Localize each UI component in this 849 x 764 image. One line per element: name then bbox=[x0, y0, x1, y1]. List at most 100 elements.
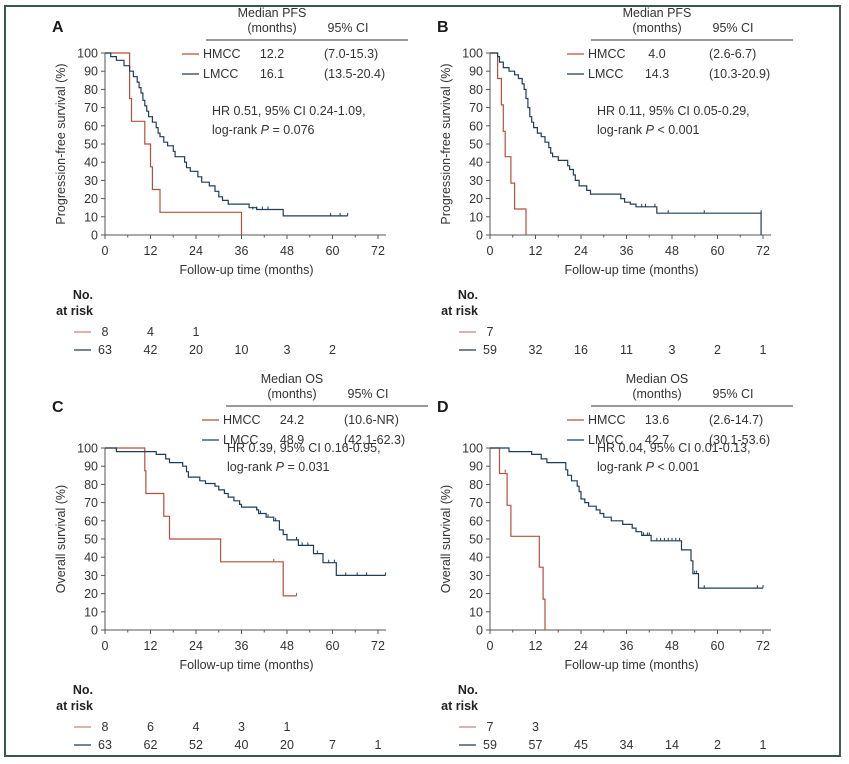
y-tick-label: 100 bbox=[77, 47, 98, 61]
legend-ci-value: (2.6-14.7) bbox=[709, 413, 763, 427]
risk-count: 42 bbox=[144, 343, 158, 357]
risk-count: 7 bbox=[487, 325, 494, 339]
risk-header-line1: No. bbox=[458, 683, 478, 697]
y-tick-label: 0 bbox=[91, 624, 98, 638]
x-tick-label: 60 bbox=[711, 639, 725, 653]
p-symbol: P bbox=[646, 123, 655, 137]
p-symbol: P bbox=[276, 460, 285, 474]
y-tick-label: 50 bbox=[84, 138, 98, 152]
y-tick-label: 70 bbox=[84, 496, 98, 510]
risk-count: 59 bbox=[483, 738, 497, 752]
risk-count: 3 bbox=[284, 343, 291, 357]
risk-count: 20 bbox=[280, 738, 294, 752]
legend-header-months: (months) bbox=[267, 387, 316, 401]
y-tick-label: 70 bbox=[469, 101, 483, 115]
y-tick-label: 60 bbox=[469, 514, 483, 528]
y-tick-label: 50 bbox=[469, 533, 483, 547]
legend-median-value: 14.3 bbox=[645, 67, 669, 81]
x-tick-label: 60 bbox=[326, 244, 340, 258]
legend-group-name: HMCC bbox=[588, 47, 626, 61]
y-tick-label: 0 bbox=[476, 624, 483, 638]
x-tick-label: 48 bbox=[280, 639, 294, 653]
x-tick-label: 48 bbox=[665, 244, 679, 258]
logrank-prefix: log-rank bbox=[227, 460, 276, 474]
x-tick-label: 24 bbox=[189, 244, 203, 258]
risk-count: 8 bbox=[102, 325, 109, 339]
y-tick-label: 30 bbox=[469, 569, 483, 583]
panel-letter: D bbox=[437, 399, 449, 416]
logrank-prefix: log-rank bbox=[212, 123, 261, 137]
y-tick-label: 90 bbox=[469, 65, 483, 79]
y-tick-label: 80 bbox=[469, 83, 483, 97]
risk-count: 34 bbox=[620, 738, 634, 752]
x-tick-label: 36 bbox=[620, 639, 634, 653]
logrank-prefix: log-rank bbox=[597, 460, 646, 474]
legend-group-name: LMCC bbox=[203, 67, 238, 81]
legend-ci-value: (30.1-53.6) bbox=[709, 433, 770, 447]
legend-header-median: Median PFS bbox=[623, 6, 692, 20]
x-axis-label: Follow-up time (months) bbox=[179, 658, 313, 672]
risk-count: 4 bbox=[193, 720, 200, 734]
p-value: = 0.031 bbox=[284, 460, 330, 474]
risk-count: 2 bbox=[714, 738, 721, 752]
y-tick-label: 80 bbox=[469, 478, 483, 492]
x-tick-label: 48 bbox=[665, 639, 679, 653]
curve-hmcc bbox=[490, 52, 527, 235]
x-tick-label: 0 bbox=[102, 244, 109, 258]
y-tick-label: 20 bbox=[84, 192, 98, 206]
risk-count: 8 bbox=[102, 720, 109, 734]
legend-header-months: (months) bbox=[632, 387, 681, 401]
legend-header-ci: 95% CI bbox=[348, 387, 389, 401]
risk-count: 2 bbox=[329, 343, 336, 357]
y-tick-label: 80 bbox=[84, 478, 98, 492]
x-tick-label: 24 bbox=[574, 639, 588, 653]
panel-letter: C bbox=[52, 399, 64, 416]
curve-lmcc bbox=[490, 52, 762, 235]
p-symbol: P bbox=[261, 123, 270, 137]
x-tick-label: 72 bbox=[756, 244, 770, 258]
y-tick-label: 30 bbox=[469, 174, 483, 188]
x-tick-label: 60 bbox=[326, 639, 340, 653]
y-tick-label: 40 bbox=[84, 156, 98, 170]
legend-median-value: 24.2 bbox=[280, 413, 304, 427]
risk-count: 57 bbox=[529, 738, 543, 752]
risk-count: 3 bbox=[669, 343, 676, 357]
legend-ci-value: (10.3-20.9) bbox=[709, 67, 770, 81]
y-tick-label: 70 bbox=[84, 101, 98, 115]
x-axis-label: Follow-up time (months) bbox=[564, 658, 698, 672]
y-tick-label: 50 bbox=[469, 138, 483, 152]
hr-annotation: HR 0.11, 95% CI 0.05-0.29, bbox=[597, 104, 750, 118]
risk-header-line2: at risk bbox=[56, 304, 93, 318]
hr-annotation: HR 0.39, 95% CI 0.16-0.95, bbox=[227, 441, 381, 455]
y-axis-label: Progression-free survival (%) bbox=[54, 63, 68, 224]
curve-hmcc bbox=[105, 52, 243, 235]
legend-median-value: 16.1 bbox=[260, 67, 284, 81]
curve-hmcc bbox=[490, 447, 546, 630]
y-tick-label: 90 bbox=[469, 460, 483, 474]
x-tick-label: 36 bbox=[235, 639, 249, 653]
y-tick-label: 100 bbox=[77, 442, 98, 456]
risk-count: 63 bbox=[98, 738, 112, 752]
risk-header-line2: at risk bbox=[441, 699, 478, 713]
panel-letter: A bbox=[52, 19, 64, 36]
risk-count: 11 bbox=[620, 343, 633, 357]
panel-letter: B bbox=[437, 19, 449, 36]
risk-count: 63 bbox=[98, 343, 112, 357]
legend-ci-value: (2.6-6.7) bbox=[709, 47, 756, 61]
p-value: < 0.001 bbox=[654, 123, 700, 137]
x-tick-label: 12 bbox=[144, 639, 158, 653]
risk-count: 1 bbox=[760, 738, 767, 752]
risk-header-line1: No. bbox=[73, 288, 93, 302]
x-axis-label: Follow-up time (months) bbox=[564, 263, 698, 277]
risk-count: 52 bbox=[189, 738, 203, 752]
risk-count: 40 bbox=[235, 738, 249, 752]
legend-header-months: (months) bbox=[632, 21, 681, 35]
y-tick-label: 10 bbox=[84, 605, 98, 619]
logrank-prefix: log-rank bbox=[597, 123, 646, 137]
x-tick-label: 24 bbox=[574, 244, 588, 258]
legend-header-ci: 95% CI bbox=[328, 21, 369, 35]
x-tick-label: 60 bbox=[711, 244, 725, 258]
risk-count: 1 bbox=[193, 325, 200, 339]
risk-count: 45 bbox=[574, 738, 588, 752]
